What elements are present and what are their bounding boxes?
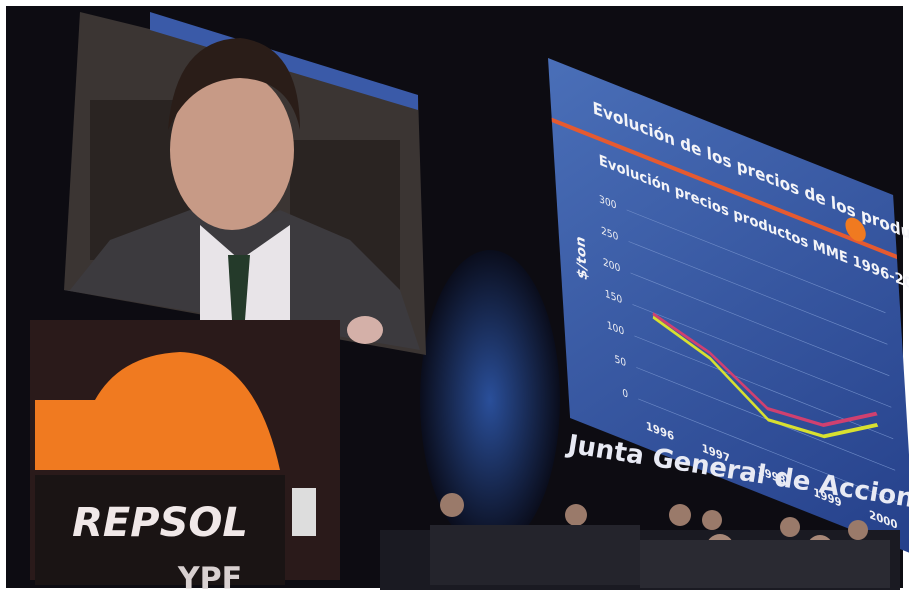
logo-sub: YPF (177, 562, 242, 594)
y-label: $/ton (573, 234, 590, 283)
sign (292, 488, 316, 536)
photo: REPSOL YPF Evolución de los precios de l… (0, 0, 909, 594)
logo: REPSOL YPF (30, 320, 340, 594)
logo-name: REPSOL (72, 500, 248, 546)
